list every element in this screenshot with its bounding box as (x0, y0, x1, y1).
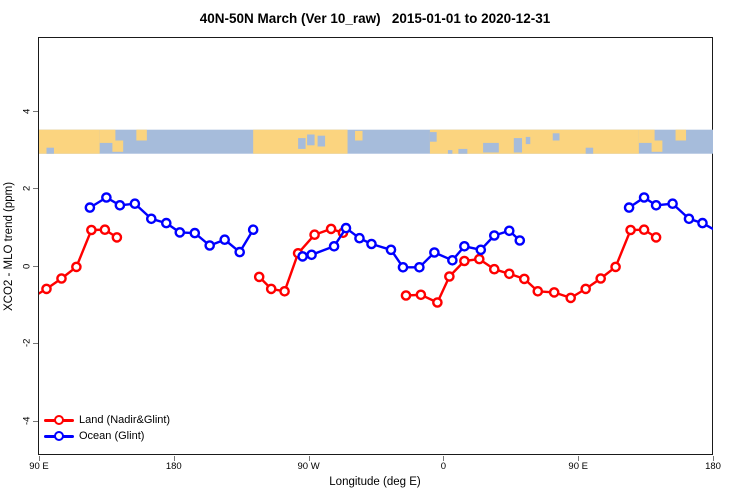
ocean-series-symbol (44, 431, 74, 442)
land-series-symbol (44, 415, 74, 426)
legend-label-land: Land (Nadir&Glint) (79, 414, 171, 426)
x-tick-label: 180 (705, 461, 721, 472)
y-tick-label: 2 (21, 185, 33, 191)
x-axis-label: Longitude (deg E) (329, 476, 421, 488)
series-land (39, 223, 662, 308)
y-tick-mark (33, 420, 38, 422)
x-tick-label: 180 (165, 461, 182, 472)
y-tick-label: -4 (21, 416, 33, 425)
y-tick-mark (33, 265, 38, 267)
y-tick-mark (33, 343, 38, 345)
x-tick-label: 90 E (29, 461, 49, 472)
y-tick-label: 0 (21, 263, 33, 269)
y-tick-label: -2 (21, 338, 33, 348)
chart-plot-area (39, 129, 713, 308)
x-tick-mark (578, 456, 580, 461)
x-tick-label: 0 (440, 461, 447, 472)
x-tick-mark (39, 456, 40, 461)
chart-title: 40N-50N March (Ver 10_raw) 2015-01-01 to… (199, 11, 551, 26)
y-tick-mark (33, 188, 38, 190)
legend-label-ocean: Ocean (Glint) (79, 430, 145, 442)
y-tick-label: 4 (21, 108, 33, 114)
world-map-strip (39, 129, 713, 154)
legend-item-ocean: Ocean (Glint) (44, 428, 170, 444)
legend: Land (Nadir&Glint) Ocean (Glint) (44, 412, 170, 444)
y-tick-mark (33, 110, 38, 112)
legend-item-land: Land (Nadir&Glint) (44, 412, 170, 428)
x-tick-mark (713, 456, 714, 461)
x-tick-mark (443, 456, 445, 461)
series-ocean (84, 192, 713, 273)
x-tick-mark (308, 456, 310, 461)
x-tick-mark (173, 456, 175, 461)
plot-border (38, 37, 713, 455)
chart-layers (39, 129, 713, 308)
x-tick-label: 90 W (297, 461, 320, 472)
x-tick-label: 90 E (568, 461, 588, 472)
y-axis-label: XCO2 - MLO trend (ppm) (3, 181, 15, 312)
